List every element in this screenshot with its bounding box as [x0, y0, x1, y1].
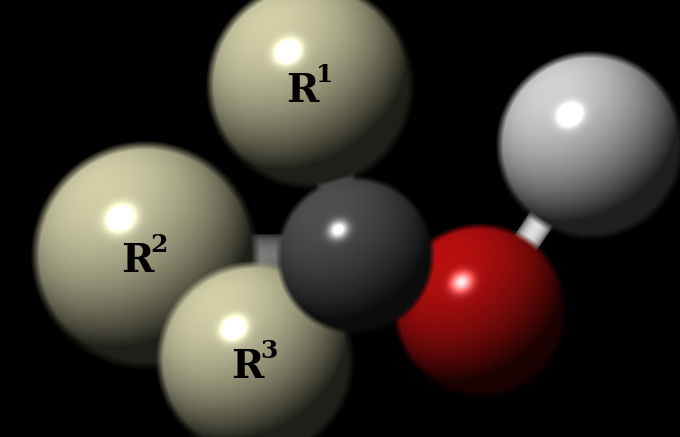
- Text: 3: 3: [261, 339, 278, 363]
- Text: R: R: [231, 347, 264, 385]
- Text: R: R: [121, 243, 154, 281]
- Text: 1: 1: [316, 63, 333, 87]
- Text: 2: 2: [151, 233, 168, 257]
- Text: R: R: [286, 73, 319, 111]
